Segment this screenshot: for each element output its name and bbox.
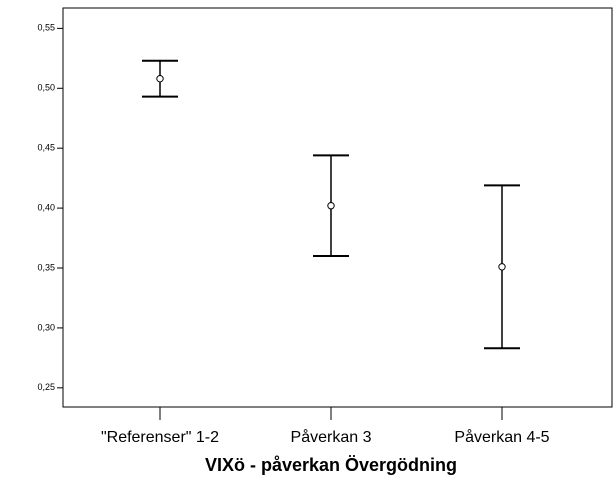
- y-tick-label: 0,55: [37, 23, 55, 33]
- x-tick-label: "Referenser" 1-2: [101, 429, 219, 446]
- x-tick-label: Påverkan 4-5: [454, 428, 549, 446]
- y-tick-label: 0,35: [37, 262, 55, 272]
- x-tick-label: Påverkan 3: [291, 428, 372, 446]
- x-axis-title: VIXö - påverkan Övergödning: [205, 455, 457, 475]
- mean-marker: [156, 74, 164, 83]
- mean-marker: [327, 202, 335, 210]
- plot-area: [62, 7, 613, 408]
- mean-marker: [498, 263, 506, 271]
- y-tick-label: 0,25: [37, 382, 55, 392]
- y-tick-label: 0,45: [37, 143, 55, 153]
- y-tick-label: 0,50: [37, 83, 55, 93]
- y-tick-label: 0,40: [37, 202, 55, 212]
- y-tick-label: 0,30: [37, 322, 55, 332]
